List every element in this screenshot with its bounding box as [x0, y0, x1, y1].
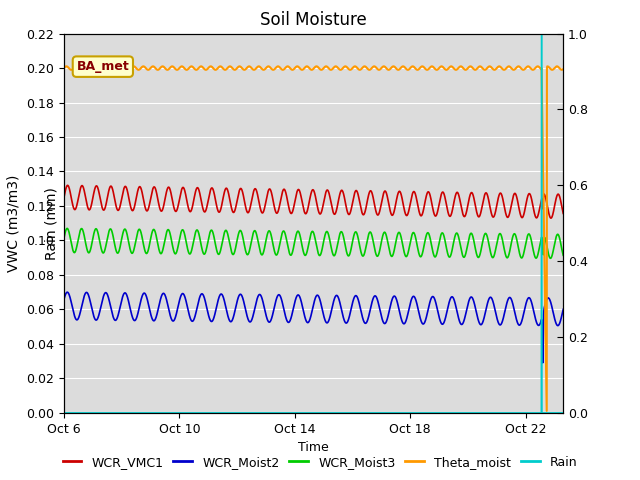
Y-axis label: VWC (m3/m3): VWC (m3/m3) [7, 175, 20, 272]
Title: Soil Moisture: Soil Moisture [260, 11, 367, 29]
Text: BA_met: BA_met [77, 60, 129, 73]
Legend: WCR_VMC1, WCR_Moist2, WCR_Moist3, Theta_moist, Rain: WCR_VMC1, WCR_Moist2, WCR_Moist3, Theta_… [58, 451, 582, 474]
Y-axis label: Rain (mm): Rain (mm) [44, 187, 58, 260]
X-axis label: Time: Time [298, 441, 329, 454]
